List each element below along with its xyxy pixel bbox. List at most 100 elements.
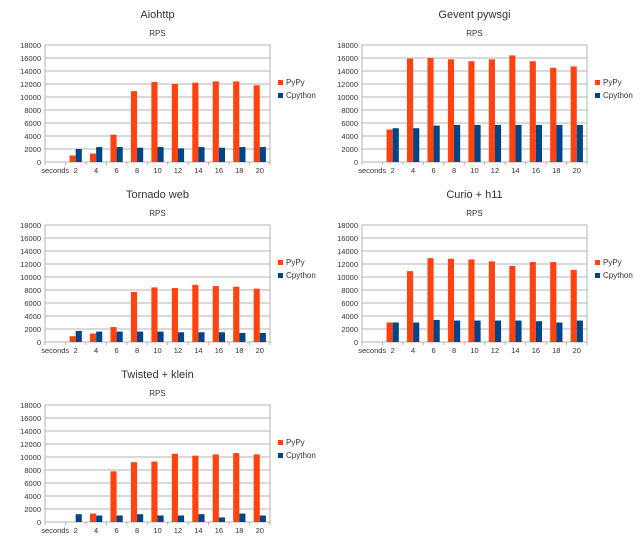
y-tick-label: 10000 — [20, 93, 41, 102]
bar-cpython-14 — [198, 514, 205, 522]
y-tick-label: 12000 — [20, 440, 41, 449]
y-tick-label: 6000 — [24, 299, 41, 308]
bar-cpython-10 — [157, 331, 164, 342]
legend-label: PyPy — [286, 78, 305, 87]
y-tick-label: 4000 — [24, 492, 41, 501]
x-tick-label: seconds — [41, 346, 69, 355]
x-tick-label: 16 — [215, 346, 223, 355]
chart-title: Twisted + klein — [121, 369, 193, 381]
y-tick-label: 0 — [37, 338, 41, 347]
chart-subtitle: RPS — [149, 209, 165, 218]
bar-cpython-2 — [392, 128, 399, 162]
x-tick-label: 16 — [532, 346, 540, 355]
bar-pypy-2 — [69, 155, 76, 162]
y-tick-label: 4000 — [341, 132, 358, 141]
y-tick-label: 16000 — [20, 234, 41, 243]
bar-pypy-16 — [212, 286, 219, 342]
x-tick-label: 20 — [256, 526, 264, 535]
legend-label: Cpython — [286, 91, 316, 100]
chart-title: Aiohttp — [140, 9, 174, 21]
y-tick-label: 6000 — [341, 299, 358, 308]
bar-pypy-4 — [90, 513, 97, 522]
y-tick-label: 0 — [354, 158, 358, 167]
bar-pypy-8 — [130, 91, 138, 162]
bar-cpython-20 — [259, 515, 266, 522]
x-tick-label: 16 — [215, 526, 223, 535]
x-tick-label: seconds — [41, 166, 69, 175]
legend-swatch — [278, 93, 283, 98]
bar-pypy-18 — [233, 81, 240, 162]
bar-cpython-12 — [494, 124, 502, 162]
y-tick-label: 6000 — [341, 119, 358, 128]
bar-pypy-8 — [447, 59, 455, 162]
bar-chart-3: Tornado web RPS 0 2000 4000 6000 8000 10000 1200… — [20, 189, 316, 355]
x-tick-label: 2 — [391, 346, 395, 355]
bar-pypy-6 — [110, 134, 117, 162]
bar-cpython-12 — [494, 320, 502, 342]
y-tick-label: 0 — [354, 338, 358, 347]
x-tick-label: 14 — [511, 346, 519, 355]
x-tick-label: 2 — [74, 526, 78, 535]
x-tick-label: 8 — [135, 346, 139, 355]
x-tick-label: 6 — [115, 526, 119, 535]
bar-cpython-14 — [515, 320, 522, 342]
bar-pypy-14 — [192, 82, 199, 162]
legend-label: Cpython — [286, 271, 316, 280]
legend-swatch — [278, 80, 283, 85]
legend-swatch — [595, 93, 600, 98]
y-tick-label: 4000 — [341, 312, 358, 321]
y-tick-label: 2000 — [24, 325, 41, 334]
y-tick-label: 2000 — [341, 145, 358, 154]
x-tick-label: 14 — [194, 346, 202, 355]
y-tick-label: 14000 — [20, 427, 41, 436]
bar-pypy-18 — [233, 286, 240, 342]
bar-pypy-18 — [550, 262, 557, 342]
chart-subtitle: RPS — [466, 209, 482, 218]
bar-cpython-8 — [454, 124, 461, 162]
y-tick-label: 0 — [37, 518, 41, 527]
x-tick-label: 12 — [491, 166, 499, 175]
bar-pypy-4 — [407, 271, 414, 342]
x-tick-label: 12 — [174, 166, 182, 175]
y-tick-label: 16000 — [337, 234, 358, 243]
y-tick-label: 12000 — [337, 80, 358, 89]
y-tick-label: 16000 — [20, 54, 41, 63]
bar-pypy-8 — [130, 462, 138, 522]
y-tick-label: 12000 — [20, 80, 41, 89]
x-tick-label: 10 — [153, 526, 161, 535]
x-tick-label: 14 — [194, 166, 202, 175]
y-tick-label: 0 — [37, 158, 41, 167]
y-tick-label: 14000 — [337, 247, 358, 256]
y-tick-label: 10000 — [337, 273, 358, 282]
bar-cpython-16 — [535, 321, 542, 342]
x-tick-label: 8 — [135, 526, 139, 535]
bar-pypy-8 — [447, 258, 455, 342]
bar-cpython-2 — [75, 514, 82, 522]
bar-pypy-10 — [151, 287, 158, 342]
bar-cpython-20 — [576, 124, 583, 162]
legend-swatch — [595, 80, 600, 85]
y-tick-label: 8000 — [341, 286, 358, 295]
bar-pypy-14 — [192, 455, 199, 522]
bar-pypy-10 — [468, 61, 475, 162]
x-tick-label: 4 — [94, 166, 98, 175]
x-tick-label: 18 — [235, 346, 243, 355]
x-tick-label: 10 — [470, 346, 478, 355]
bar-chart-1: Aiohttp RPS 0 2000 4000 6000 8000 10000 12000 140… — [20, 9, 316, 175]
y-tick-label: 18000 — [20, 41, 41, 50]
y-tick-label: 8000 — [341, 106, 358, 115]
y-tick-label: 8000 — [24, 466, 41, 475]
bar-cpython-20 — [259, 147, 266, 162]
chart-title: Curio + h11 — [446, 189, 502, 201]
x-tick-label: 10 — [153, 166, 161, 175]
legend-swatch — [278, 260, 283, 265]
bar-cpython-2 — [392, 322, 399, 342]
x-tick-label: 12 — [174, 346, 182, 355]
bar-pypy-12 — [171, 288, 178, 342]
legend-label: PyPy — [603, 78, 622, 87]
bar-chart-4: Curio + h11 RPS 0 2000 4000 6000 8000 10000 1200… — [337, 189, 633, 355]
bar-pypy-4 — [407, 58, 414, 162]
x-tick-label: 4 — [94, 526, 98, 535]
legend-swatch — [278, 273, 283, 278]
bar-pypy-6 — [427, 258, 434, 342]
